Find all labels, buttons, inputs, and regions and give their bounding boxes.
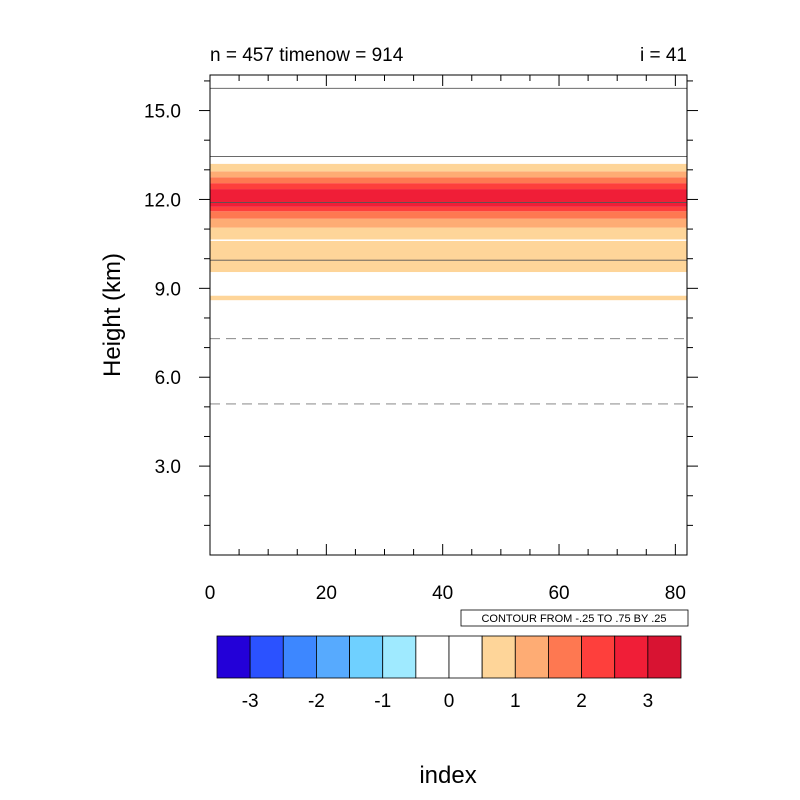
contour-band (210, 177, 687, 184)
colorbar-label: 2 (576, 691, 587, 712)
contour-info-box (460, 609, 689, 627)
colorbar-label: -3 (242, 691, 259, 712)
axis-ticks (199, 75, 698, 555)
colorbar-labels: -3 -2 -1 0 1 2 3 (242, 691, 653, 712)
contour-band (210, 227, 687, 240)
contour-band (210, 206, 687, 212)
colorbar-swatch (282, 635, 317, 679)
contour-band (210, 218, 687, 228)
colorbar-label: 3 (643, 691, 654, 712)
x-tick-label: 20 (316, 583, 337, 604)
y-tick-label: 12.0 (144, 190, 181, 211)
colorbar-label: -2 (308, 691, 325, 712)
contour-info-text: CONTOUR FROM -.25 TO .75 BY .25 (481, 613, 666, 625)
contour-band (210, 183, 687, 190)
x-tick-label: 60 (548, 583, 569, 604)
y-tick-label: 9.0 (155, 279, 181, 300)
colorbar-swatch (216, 635, 251, 679)
y-tick-label: 3.0 (155, 457, 181, 478)
y-tick-label: 6.0 (155, 368, 181, 389)
contour-band (210, 295, 687, 301)
y-tick-labels: 3.0 6.0 9.0 12.0 15.0 (144, 102, 181, 479)
contour-fills (210, 163, 687, 301)
x-tick-label: 80 (665, 583, 686, 604)
title-right: i = 41 (640, 45, 687, 66)
title-left: n = 457 timenow = 914 (210, 45, 404, 66)
x-axis-label: index (419, 762, 476, 789)
y-axis-label: Height (km) (99, 253, 126, 377)
colorbar-swatch (415, 635, 450, 679)
colorbar-label: -1 (374, 691, 391, 712)
colorbar-swatch (647, 635, 682, 679)
colorbar-swatch (514, 635, 549, 679)
contour-band (210, 240, 687, 273)
colorbar-swatch (249, 635, 284, 679)
colorbar-swatch (382, 635, 417, 679)
plot-frame (209, 74, 688, 556)
colorbar-label: 0 (444, 691, 455, 712)
x-tick-label: 0 (205, 583, 216, 604)
x-tick-labels: 0 20 40 60 80 (205, 583, 686, 604)
contour-lines (210, 87, 687, 405)
contour-band (210, 171, 687, 178)
contour-band (210, 189, 687, 207)
colorbar (216, 635, 682, 679)
colorbar-swatch (614, 635, 649, 679)
y-tick-label: 15.0 (144, 102, 181, 123)
contour-band (210, 239, 687, 241)
contour-band (210, 211, 687, 219)
colorbar-swatch (548, 635, 582, 679)
colorbar-swatch (448, 635, 483, 679)
colorbar-swatch (581, 635, 616, 679)
colorbar-label: 1 (510, 691, 521, 712)
colorbar-swatch (481, 635, 516, 679)
colorbar-swatch (349, 635, 384, 679)
contour-band (210, 163, 687, 172)
colorbar-swatch (316, 635, 350, 679)
x-tick-label: 40 (432, 583, 453, 604)
